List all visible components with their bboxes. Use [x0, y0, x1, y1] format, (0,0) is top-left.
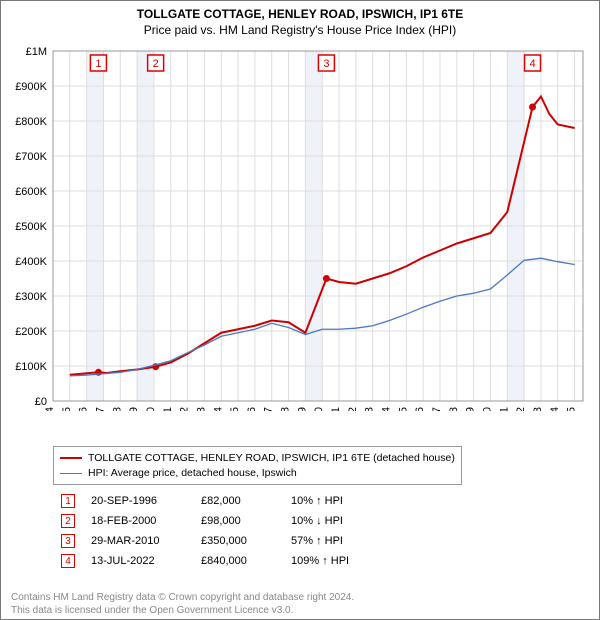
- svg-text:3: 3: [323, 58, 329, 70]
- svg-text:£600K: £600K: [15, 186, 47, 198]
- svg-text:2024: 2024: [549, 407, 561, 411]
- svg-text:2022: 2022: [515, 407, 527, 411]
- footnote: Contains HM Land Registry data © Crown c…: [11, 591, 354, 617]
- event-pct: 109% ↑ HPI: [283, 551, 357, 571]
- svg-text:2: 2: [153, 58, 159, 70]
- svg-text:£100K: £100K: [15, 361, 47, 373]
- svg-text:2012: 2012: [347, 407, 359, 411]
- svg-text:1995: 1995: [61, 407, 73, 411]
- svg-text:4: 4: [529, 58, 535, 70]
- svg-text:2014: 2014: [381, 407, 393, 411]
- legend-label: HPI: Average price, detached house, Ipsw…: [88, 466, 297, 481]
- legend-swatch: [60, 457, 82, 459]
- svg-text:£500K: £500K: [15, 221, 47, 233]
- svg-text:2003: 2003: [195, 407, 207, 411]
- svg-text:2019: 2019: [465, 407, 477, 411]
- svg-text:£200K: £200K: [15, 326, 47, 338]
- svg-text:1996: 1996: [78, 407, 90, 411]
- svg-text:£900K: £900K: [15, 81, 47, 93]
- svg-text:2004: 2004: [212, 407, 224, 411]
- legend-label: TOLLGATE COTTAGE, HENLEY ROAD, IPSWICH, …: [88, 451, 455, 466]
- event-row: 1 20-SEP-1996£82,00010% ↑ HPI: [53, 491, 357, 511]
- svg-text:£300K: £300K: [15, 291, 47, 303]
- event-pct: 10% ↑ HPI: [283, 491, 357, 511]
- svg-text:2020: 2020: [481, 407, 493, 411]
- svg-text:1: 1: [95, 58, 101, 70]
- chart-container: TOLLGATE COTTAGE, HENLEY ROAD, IPSWICH, …: [0, 0, 600, 620]
- svg-text:£1M: £1M: [26, 46, 47, 58]
- chart-plot: £0 £100K £200K £300K £400K £500K £600K £700K £80…: [1, 1, 600, 411]
- svg-text:2018: 2018: [448, 407, 460, 411]
- svg-text:2021: 2021: [498, 407, 510, 411]
- svg-text:£800K: £800K: [15, 116, 47, 128]
- svg-text:£0: £0: [35, 396, 47, 408]
- svg-text:1999: 1999: [128, 407, 140, 411]
- event-marker-icon: 4: [61, 554, 75, 568]
- svg-text:2025: 2025: [566, 407, 578, 411]
- footnote-line2: This data is licensed under the Open Gov…: [11, 604, 354, 617]
- event-price: £98,000: [193, 511, 283, 531]
- event-price: £82,000: [193, 491, 283, 511]
- svg-text:2006: 2006: [246, 407, 258, 411]
- svg-text:2009: 2009: [296, 407, 308, 411]
- legend-item: HPI: Average price, detached house, Ipsw…: [60, 466, 455, 481]
- event-date: 18-FEB-2000: [83, 511, 193, 531]
- svg-text:2001: 2001: [162, 407, 174, 411]
- svg-text:£400K: £400K: [15, 256, 47, 268]
- footnote-line1: Contains HM Land Registry data © Crown c…: [11, 591, 354, 604]
- events-table: 1 20-SEP-1996£82,00010% ↑ HPI 2 18-FEB-2000…: [53, 491, 357, 571]
- svg-text:2023: 2023: [532, 407, 544, 411]
- svg-text:2016: 2016: [414, 407, 426, 411]
- svg-text:2010: 2010: [313, 407, 325, 411]
- svg-text:1997: 1997: [94, 407, 106, 411]
- event-row: 3 29-MAR-2010£350,00057% ↑ HPI: [53, 531, 357, 551]
- svg-text:2015: 2015: [397, 407, 409, 411]
- event-date: 29-MAR-2010: [83, 531, 193, 551]
- event-marker-icon: 1: [61, 494, 75, 508]
- event-marker-icon: 3: [61, 534, 75, 548]
- svg-text:1994: 1994: [44, 407, 56, 411]
- legend-item: TOLLGATE COTTAGE, HENLEY ROAD, IPSWICH, …: [60, 451, 455, 466]
- event-row: 4 13-JUL-2022£840,000109% ↑ HPI: [53, 551, 357, 571]
- legend-swatch: [60, 473, 82, 474]
- event-price: £840,000: [193, 551, 283, 571]
- event-date: 20-SEP-1996: [83, 491, 193, 511]
- event-row: 2 18-FEB-2000£98,00010% ↓ HPI: [53, 511, 357, 531]
- event-pct: 57% ↑ HPI: [283, 531, 357, 551]
- event-date: 13-JUL-2022: [83, 551, 193, 571]
- svg-text:2007: 2007: [263, 407, 275, 411]
- svg-text:£700K: £700K: [15, 151, 47, 163]
- event-price: £350,000: [193, 531, 283, 551]
- svg-text:2008: 2008: [280, 407, 292, 411]
- svg-text:2005: 2005: [229, 407, 241, 411]
- svg-text:2013: 2013: [364, 407, 376, 411]
- event-pct: 10% ↓ HPI: [283, 511, 357, 531]
- svg-text:2011: 2011: [330, 407, 342, 411]
- event-marker-icon: 2: [61, 514, 75, 528]
- svg-text:1998: 1998: [111, 407, 123, 411]
- svg-text:2002: 2002: [179, 407, 191, 411]
- svg-text:2000: 2000: [145, 407, 157, 411]
- legend: TOLLGATE COTTAGE, HENLEY ROAD, IPSWICH, …: [53, 446, 462, 485]
- svg-text:2017: 2017: [431, 407, 443, 411]
